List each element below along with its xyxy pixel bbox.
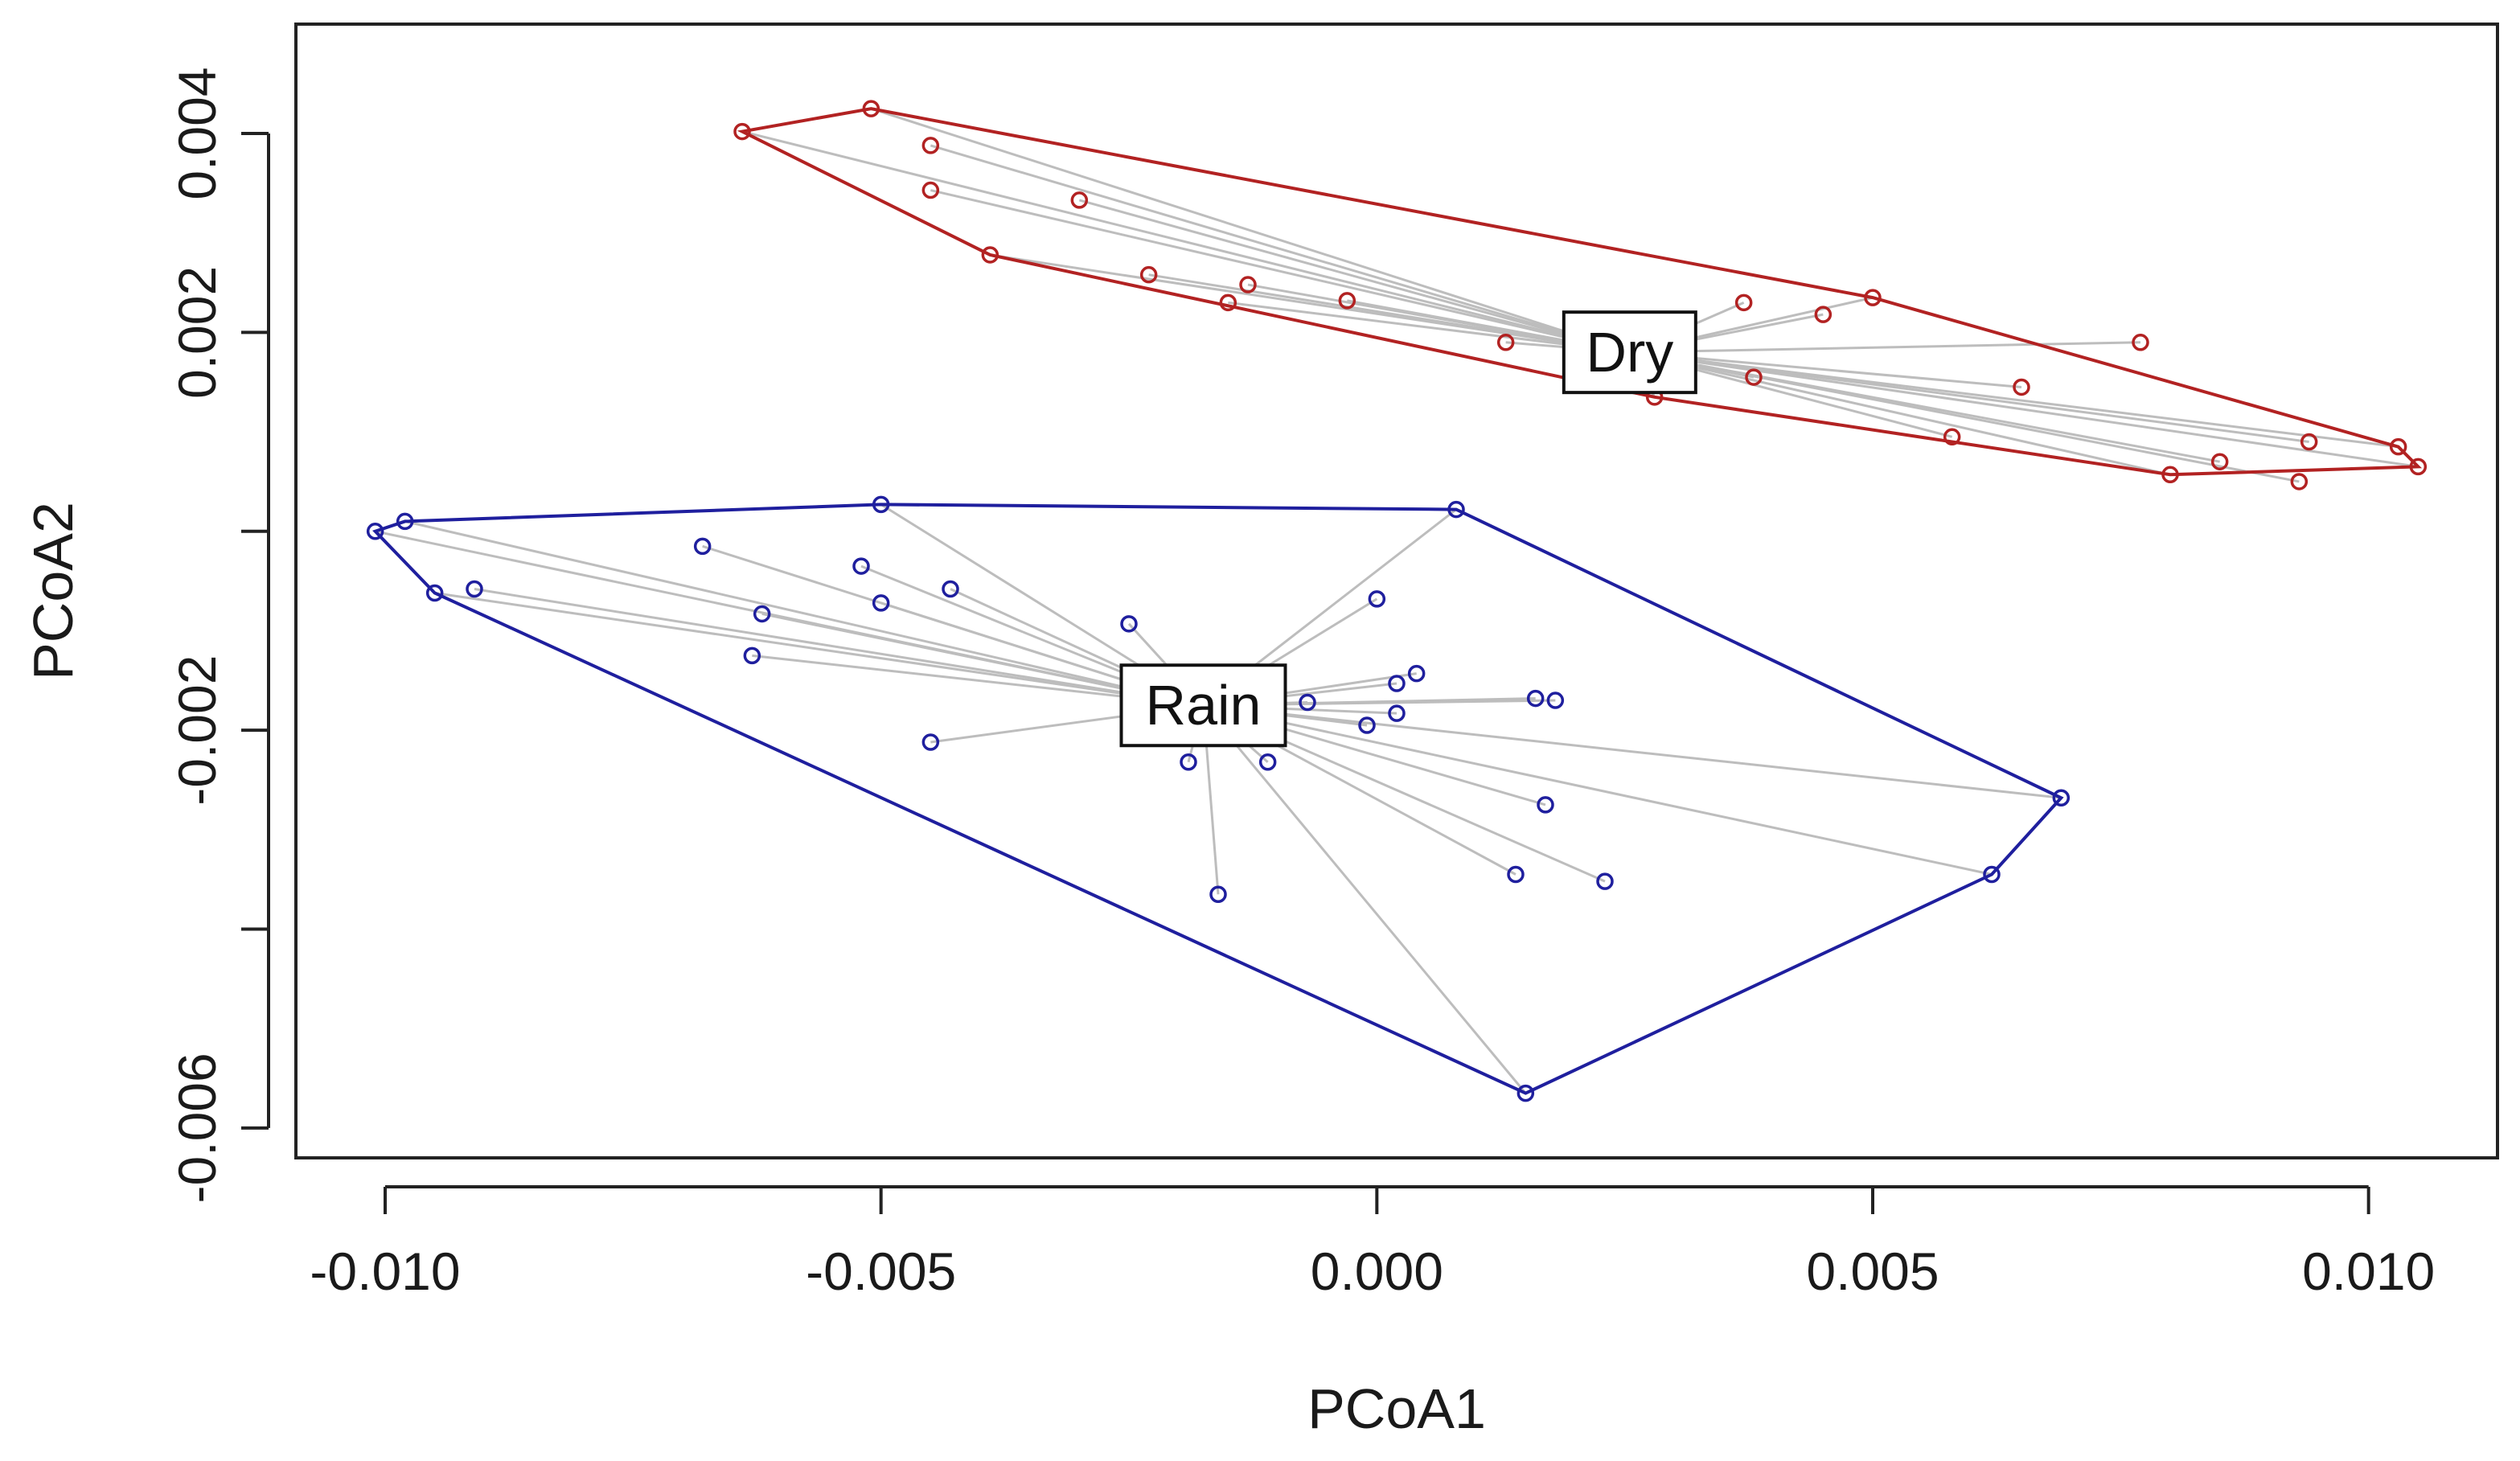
point-dry — [1734, 293, 1753, 312]
spider-line — [930, 144, 1631, 354]
x-tick-label: -0.010 — [310, 1241, 460, 1301]
y-tick-label: -0.002 — [167, 655, 227, 806]
x-tick-label: -0.005 — [806, 1241, 956, 1301]
spider-line — [1629, 351, 2171, 476]
point-rain — [1388, 704, 1406, 722]
point-rain — [1447, 500, 1465, 519]
point-rain — [1180, 753, 1197, 771]
point-dry — [981, 246, 999, 264]
spider-line — [1629, 351, 2419, 468]
spider-line — [474, 588, 1204, 707]
point-rain — [1526, 689, 1545, 708]
data-points — [366, 100, 2428, 1102]
point-rain — [1537, 796, 1554, 814]
group-labels: Dry Rain — [1119, 310, 1697, 748]
group-label-box — [1562, 310, 1697, 395]
point-dry — [1864, 289, 1882, 306]
x-axis-title: PCoA1 — [1307, 1377, 1486, 1440]
point-rain — [743, 646, 761, 665]
point-dry — [2013, 378, 2030, 396]
hull-dry — [737, 107, 2423, 477]
group-label-text: Rain — [1146, 674, 1262, 737]
group-label-dry: Dry — [1562, 310, 1697, 395]
point-rain — [942, 580, 959, 598]
spider-line — [1629, 341, 2141, 354]
point-rain — [1507, 865, 1525, 884]
point-rain — [1209, 885, 1227, 903]
point-dry — [1219, 293, 1237, 312]
point-dry — [2409, 458, 2428, 476]
point-dry — [1745, 368, 1763, 386]
point-rain — [366, 523, 384, 540]
point-rain — [1358, 716, 1376, 734]
point-rain — [396, 512, 414, 531]
point-dry — [2210, 453, 2229, 470]
x-tick-label: 0.005 — [1806, 1241, 1939, 1301]
point-dry — [2300, 433, 2318, 451]
point-dry — [1814, 306, 1833, 323]
point-rain — [1983, 865, 2001, 884]
point-rain — [1120, 615, 1138, 633]
point-rain — [1299, 693, 1316, 712]
point-dry — [921, 181, 940, 199]
spider-line — [1629, 351, 2399, 449]
point-rain — [872, 594, 890, 612]
point-rain — [693, 537, 712, 556]
spider-line — [434, 591, 1204, 707]
group-label-text: Dry — [1586, 321, 1673, 384]
point-dry — [2290, 473, 2309, 490]
point-dry — [1943, 428, 1961, 446]
point-rain — [753, 605, 771, 623]
point-rain — [872, 495, 890, 514]
y-tick-label: 0.002 — [167, 266, 227, 399]
spider-line — [1203, 704, 2062, 799]
spider-line — [1203, 704, 1993, 876]
y-axis-title: PCoA2 — [22, 502, 84, 680]
spider-line — [1078, 199, 1631, 354]
point-rain — [1596, 872, 1614, 890]
spider-line — [404, 519, 1204, 707]
point-rain — [466, 580, 483, 598]
spider-line — [741, 130, 1631, 354]
point-rain — [1546, 692, 1565, 709]
point-dry — [862, 100, 880, 117]
spider-line — [1202, 704, 1527, 1094]
group-hulls — [372, 107, 2423, 1095]
point-rain — [921, 733, 940, 751]
spider-line — [930, 189, 1631, 354]
point-rain — [1368, 590, 1386, 608]
point-dry — [733, 122, 751, 141]
spider-line — [1148, 273, 1631, 354]
spider-line — [1629, 351, 2300, 483]
point-rain — [425, 584, 444, 602]
x-tick-label: 0.010 — [2302, 1241, 2435, 1301]
point-dry — [921, 137, 940, 154]
point-dry — [2389, 437, 2407, 456]
x-axis: -0.010 -0.005 0.000 0.005 0.010 — [310, 1185, 2435, 1301]
point-rain — [2052, 789, 2071, 807]
x-tick-label: 0.000 — [1311, 1241, 1443, 1301]
point-dry — [1070, 191, 1089, 209]
point-rain — [852, 557, 870, 575]
y-axis: -0.006 -0.002 0.002 0.004 — [167, 67, 270, 1203]
point-dry — [1338, 292, 1356, 310]
point-dry — [2161, 466, 2179, 484]
point-rain — [1407, 664, 1426, 683]
group-label-box — [1119, 663, 1287, 748]
point-dry — [1496, 334, 1515, 351]
group-label-rain: Rain — [1119, 663, 1287, 748]
y-tick-label: 0.004 — [167, 67, 227, 199]
y-tick-label: -0.006 — [167, 1053, 227, 1203]
point-rain — [1388, 675, 1406, 692]
hull-rain — [372, 503, 2064, 1095]
plot-frame — [294, 23, 2499, 1159]
point-dry — [2132, 334, 2149, 351]
point-rain — [1517, 1084, 1535, 1102]
spider-line — [870, 107, 1631, 354]
point-dry — [1139, 265, 1158, 284]
point-dry — [1239, 276, 1257, 293]
point-rain — [1258, 753, 1277, 771]
